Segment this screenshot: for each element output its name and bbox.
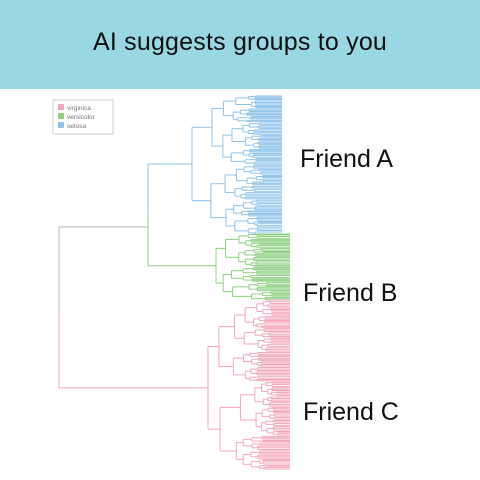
legend-swatch-versicolor — [58, 113, 64, 119]
header-banner: AI suggests groups to you — [0, 0, 480, 89]
tree-branches — [58, 95, 290, 470]
legend-label-setosa: setosa — [67, 123, 87, 130]
banner-title: AI suggests groups to you — [92, 28, 388, 56]
legend-label-versicolor: versicolor — [67, 114, 96, 121]
legend-label-virginica: virginica — [67, 105, 91, 112]
legend-swatch-setosa — [58, 122, 64, 128]
group-label-friend-c: Friend C — [303, 398, 399, 426]
group-label-friend-a: Friend A — [300, 145, 394, 173]
legend-swatch-virginica — [58, 104, 64, 110]
legend: virginica versicolor setosa — [52, 99, 114, 135]
dendrogram-area: virginica versicolor setosa Friend A Fri… — [0, 89, 480, 480]
dendrogram: virginica versicolor setosa — [52, 95, 290, 470]
group-label-friend-b: Friend B — [303, 279, 398, 307]
